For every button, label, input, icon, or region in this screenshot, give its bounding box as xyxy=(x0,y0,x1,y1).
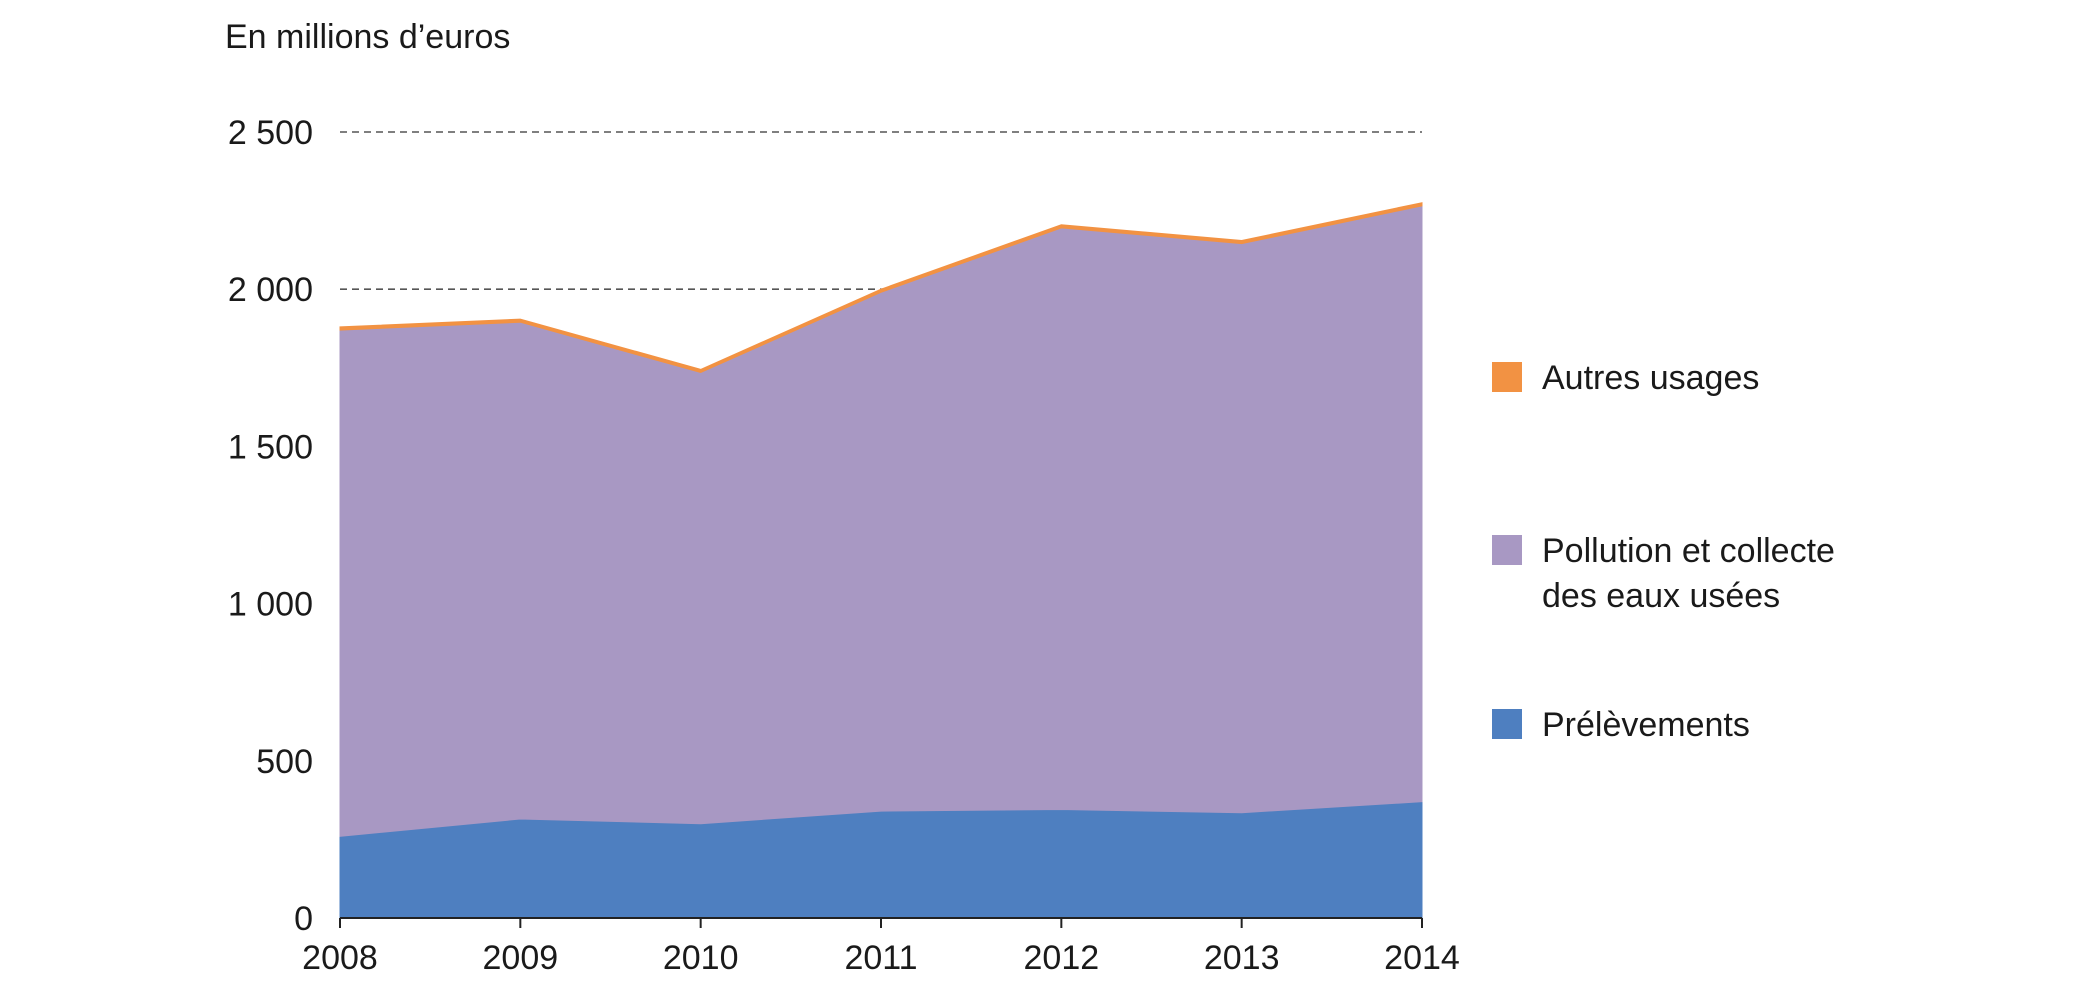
x-tick-label: 2014 xyxy=(1384,939,1460,977)
legend-swatch xyxy=(1492,535,1522,565)
legend-swatch xyxy=(1492,362,1522,392)
x-tick-label: 2013 xyxy=(1204,939,1280,977)
plot-area xyxy=(339,202,1423,919)
unit-label: En millions d’euros xyxy=(225,18,510,56)
area-pollution-et-collecte-des-eaux-usees xyxy=(339,205,1423,837)
x-tick-label: 2008 xyxy=(302,939,378,977)
legend-item-autres-usages: Autres usages xyxy=(1492,359,1759,397)
y-tick-label: 2 000 xyxy=(228,271,313,309)
legend-swatch xyxy=(1492,709,1522,739)
area-autres-usages xyxy=(339,202,1423,374)
y-tick-label: 1 000 xyxy=(228,586,313,624)
x-tick-label: 2011 xyxy=(844,939,917,977)
y-tick-label: 2 500 xyxy=(228,114,313,152)
legend-item-pollution-et-collecte-des-eaux-usees: Pollution et collecte des eaux usées xyxy=(1492,532,1835,615)
legend-item-prelevements: Prélèvements xyxy=(1492,706,1750,744)
y-tick-label: 0 xyxy=(294,900,313,938)
y-tick-label: 500 xyxy=(256,743,313,781)
x-tick-label: 2010 xyxy=(663,939,739,977)
legend-label: Prélèvements xyxy=(1542,706,1750,744)
legend-label: des eaux usées xyxy=(1542,577,1780,615)
legend-label: Pollution et collecte xyxy=(1542,532,1835,570)
legend: Autres usages Pollution et collecte des ea… xyxy=(1492,359,1835,744)
y-tick-label: 1 500 xyxy=(228,428,313,466)
legend-label: Autres usages xyxy=(1542,359,1759,397)
x-tick-label: 2012 xyxy=(1024,939,1100,977)
axes: 0 500 1 000 1 500 2 000 2 500 2008 2009 2010 2011… xyxy=(228,114,1460,977)
x-tick-label: 2009 xyxy=(483,939,559,977)
